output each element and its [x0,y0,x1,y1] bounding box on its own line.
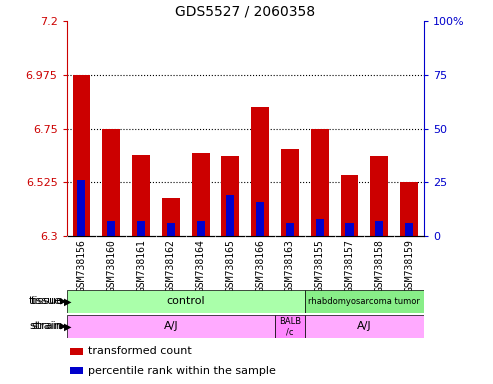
Bar [70,367,83,374]
Text: GSM738166: GSM738166 [255,239,265,291]
Bar [162,198,180,236]
Bar [103,129,120,236]
Bar [346,223,353,236]
Text: strain: strain [30,321,62,331]
Bar [311,129,329,236]
Bar [275,315,305,338]
Bar [286,223,294,236]
Bar [132,155,150,236]
Text: ▶: ▶ [64,321,71,331]
Text: GSM738165: GSM738165 [225,239,235,291]
Bar [192,152,210,236]
Text: tissue: tissue [29,296,62,306]
Bar [281,149,299,236]
Text: A/J: A/J [164,321,178,331]
Bar [226,195,234,236]
Text: strain: strain [32,321,64,331]
Text: GSM738157: GSM738157 [345,239,354,291]
Bar [107,221,115,236]
Bar [405,223,413,236]
Text: GSM738156: GSM738156 [76,239,86,291]
Bar [67,290,305,313]
Bar [370,156,388,236]
Bar [251,107,269,236]
Text: GSM738155: GSM738155 [315,239,325,291]
Text: GSM738161: GSM738161 [136,239,146,291]
Text: control: control [166,296,205,306]
Bar [305,290,424,313]
Text: ▶: ▶ [64,296,71,306]
Bar [305,315,424,338]
Bar [400,182,418,236]
Text: percentile rank within the sample: percentile rank within the sample [88,366,276,376]
Text: BALB
/c: BALB /c [279,317,301,336]
Text: GSM738158: GSM738158 [374,239,385,291]
Text: GSM738163: GSM738163 [285,239,295,291]
Bar [221,156,239,236]
Text: GSM738162: GSM738162 [166,239,176,291]
Text: transformed count: transformed count [88,346,192,356]
Bar [341,175,358,236]
Bar [197,221,205,236]
Bar [316,219,324,236]
Text: GSM738160: GSM738160 [106,239,116,291]
Title: GDS5527 / 2060358: GDS5527 / 2060358 [175,5,316,18]
Bar [167,223,175,236]
Bar [77,180,85,236]
Bar [70,348,83,355]
Text: GSM738159: GSM738159 [404,239,414,291]
Text: rhabdomyosarcoma tumor: rhabdomyosarcoma tumor [309,297,421,306]
Text: GSM738164: GSM738164 [196,239,206,291]
Bar [375,221,384,236]
Bar [67,315,275,338]
Text: A/J: A/J [357,321,372,331]
Text: tissue: tissue [31,296,64,306]
Bar [72,75,90,236]
Bar [137,221,145,236]
Bar [256,202,264,236]
